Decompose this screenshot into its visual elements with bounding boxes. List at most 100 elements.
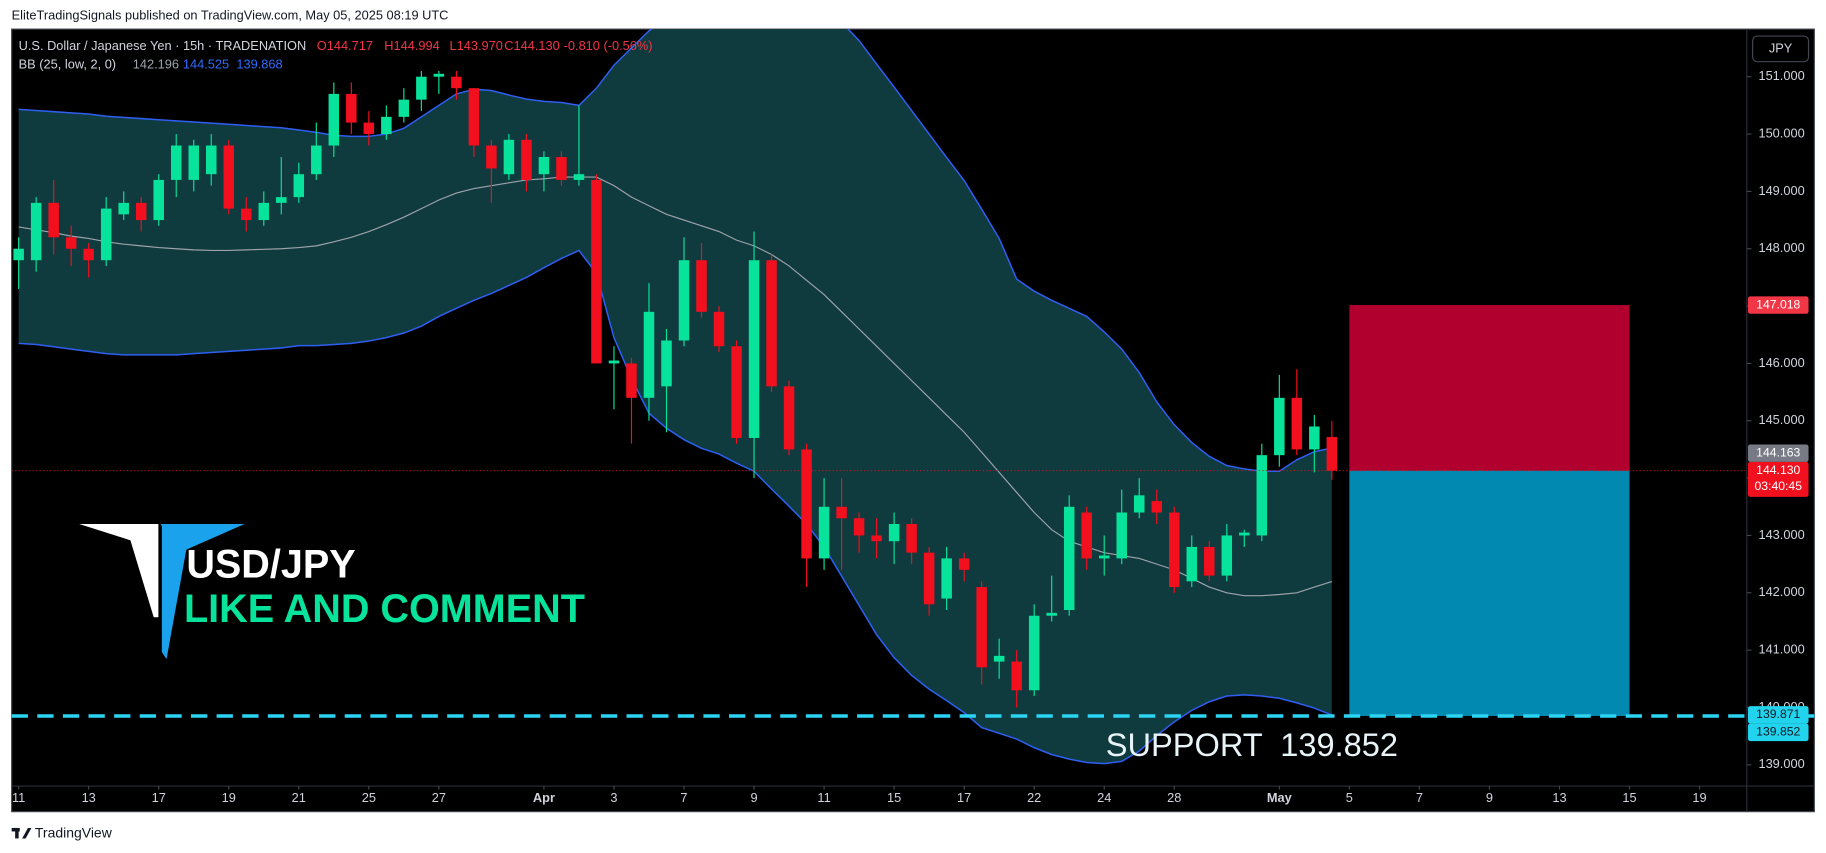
bb-middle-value: 142.196 — [133, 57, 179, 72]
price-tag — [1747, 706, 1809, 724]
x-tick-label: 17 — [957, 790, 971, 805]
candle-body — [30, 202, 42, 261]
x-tick-label: 21 — [292, 790, 306, 805]
candle-body — [363, 122, 375, 135]
y-tick-label: 148.000 — [1758, 240, 1804, 255]
candle-body — [258, 202, 270, 221]
publisher-header: EliteTradingSignals published on Trading… — [12, 8, 449, 23]
candle-body — [1081, 512, 1092, 559]
candle-body — [958, 558, 970, 570]
x-tick-label: 13 — [1552, 790, 1566, 805]
candle-body — [1098, 555, 1110, 559]
price-tag-countdown: 03:40:45 — [1754, 479, 1802, 493]
candle-body — [1186, 546, 1198, 582]
y-tick-label: 149.000 — [1758, 183, 1804, 198]
y-tick-label: 145.000 — [1758, 412, 1804, 427]
x-tick-label: 17 — [152, 790, 166, 805]
candle-body — [416, 76, 427, 100]
x-tick-label: 25 — [362, 790, 376, 805]
price-tag — [1747, 723, 1809, 742]
y-tick-label: 150.000 — [1758, 125, 1804, 140]
candle-body — [451, 76, 462, 89]
candle-body — [1169, 512, 1180, 588]
call-to-action: LIKE AND COMMENT — [184, 587, 585, 631]
candle-body — [65, 237, 77, 249]
symbol-title: U.S. Dollar / Japanese Yen · 15h · TRADE… — [19, 38, 307, 53]
candle-body — [993, 655, 1005, 662]
target-zone — [1349, 470, 1630, 716]
candle-body — [976, 587, 987, 668]
bollinger-line — [18, 249, 1333, 765]
x-tick-label: 13 — [82, 790, 96, 805]
pair-label: USD/JPY — [186, 543, 355, 587]
x-tick-label: 11 — [12, 790, 25, 805]
candle-body — [346, 93, 357, 123]
candle-body — [223, 145, 235, 209]
candle-body — [1046, 612, 1057, 616]
x-tick-label: 22 — [1027, 790, 1041, 805]
x-tick-label: 27 — [432, 790, 446, 805]
y-tick-label: 146.000 — [1758, 355, 1804, 370]
candle-body — [1011, 661, 1022, 691]
price-tag — [1747, 296, 1809, 314]
candle-body — [1133, 495, 1145, 513]
candle-body — [48, 202, 59, 238]
candle-body — [678, 260, 690, 341]
x-tick-label: 9 — [1486, 790, 1493, 805]
candle-body — [503, 139, 515, 175]
candle-body — [608, 360, 620, 364]
x-tick-label: 15 — [887, 790, 901, 805]
candle-body — [871, 535, 882, 542]
bollinger-line — [18, 29, 1332, 472]
candle-body — [1291, 397, 1303, 450]
ohlc-open: O144.717 — [317, 38, 373, 53]
price-tag-label: 147.018 — [1756, 297, 1800, 311]
candle-body — [135, 202, 147, 221]
candle-body — [801, 449, 812, 559]
candle-body — [1256, 455, 1268, 536]
band-layer — [18, 29, 1333, 765]
candle-body — [276, 197, 287, 203]
x-tick-label: 11 — [817, 790, 830, 805]
candle-body — [573, 174, 585, 180]
support-label: SUPPORT 139.852 — [1106, 726, 1398, 763]
price-tag-label: 144.163 — [1756, 445, 1800, 459]
candle-body — [1239, 532, 1250, 536]
candle-body — [783, 386, 795, 450]
currency-box[interactable] — [1752, 35, 1810, 63]
candle-body — [591, 179, 602, 364]
x-tick-label: 24 — [1097, 790, 1111, 805]
candle-body — [1116, 512, 1127, 559]
y-tick-label: 151.000 — [1758, 68, 1804, 83]
candle-body — [13, 248, 24, 261]
candle-body — [696, 260, 707, 312]
candle-body — [1204, 546, 1215, 576]
candle-body — [661, 340, 672, 387]
logo — [79, 524, 245, 660]
x-tick-label: 19 — [222, 790, 236, 805]
x-tick-label: 3 — [610, 790, 617, 805]
candle-body — [398, 99, 410, 117]
candle-body — [468, 88, 480, 146]
ohlc-high: H144.994 — [384, 38, 440, 53]
footer-logo — [11, 827, 32, 839]
candle-body — [538, 156, 550, 175]
x-tick-label: 7 — [1416, 790, 1423, 805]
candle-body — [748, 260, 760, 438]
x-tick-label: 5 — [1346, 790, 1353, 805]
candle-body — [153, 179, 164, 221]
candle-body — [556, 156, 567, 180]
y-tick-label: 142.000 — [1758, 584, 1804, 599]
candle-body — [643, 311, 655, 398]
x-tick-label: May — [1267, 790, 1293, 805]
price-tag-label: 139.852 — [1756, 725, 1800, 739]
candle-body — [941, 558, 952, 599]
logo-blue — [160, 524, 245, 660]
candle-body — [1221, 535, 1233, 576]
candle-body — [818, 506, 830, 559]
candle-body — [906, 523, 917, 553]
currency-label[interactable]: JPY — [1769, 40, 1793, 55]
footer-brand: TradingView — [35, 824, 113, 840]
candle-body — [170, 145, 182, 180]
x-tick-label: 19 — [1692, 790, 1706, 805]
